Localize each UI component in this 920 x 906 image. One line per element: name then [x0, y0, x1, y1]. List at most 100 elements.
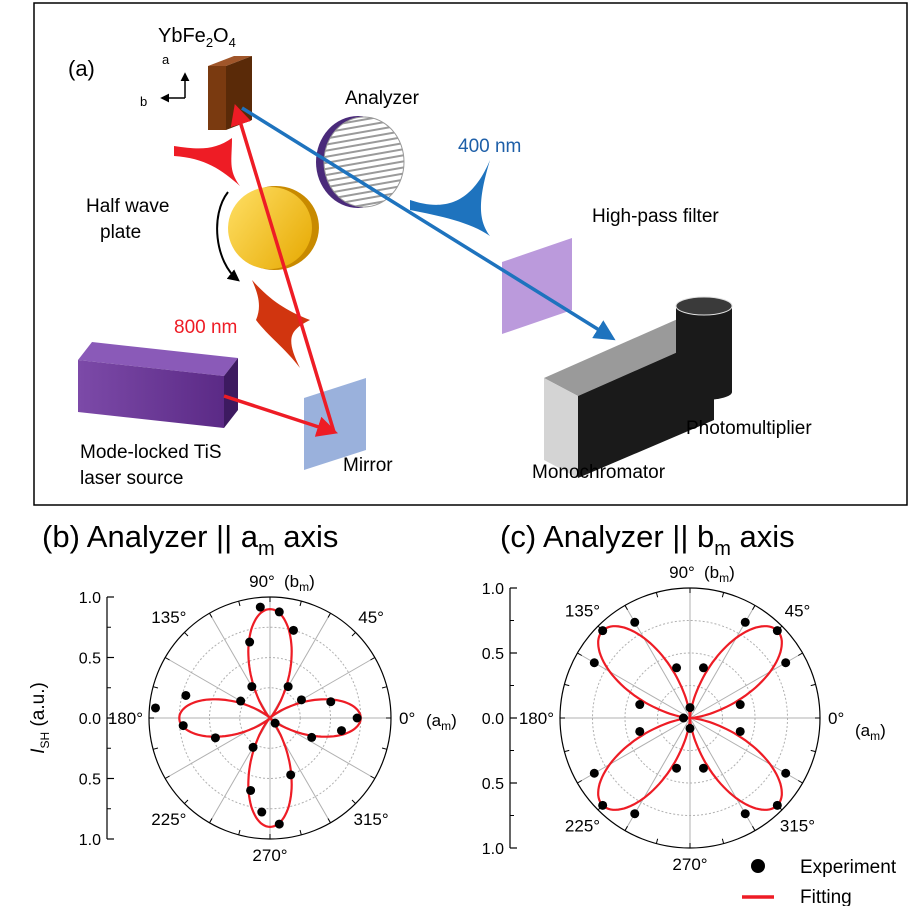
experiment-point — [630, 809, 640, 819]
outer-tick-150 — [577, 652, 582, 656]
axis-a-label: a — [162, 52, 170, 67]
angle-annot-0: (am) — [426, 711, 457, 733]
outer-tick-300 — [327, 818, 331, 824]
outer-tick-225 — [184, 799, 189, 804]
angle-label-180: 180° — [108, 709, 143, 728]
axis-b-label: b — [140, 94, 147, 109]
angle-label-90: 90° — [669, 563, 695, 582]
angle-annot-90: (bm) — [704, 563, 735, 585]
angle-annot-0: (am) — [855, 721, 886, 743]
red-pulse-lower — [252, 280, 310, 368]
half-wave-plate-label-2: plate — [100, 222, 141, 243]
radial-tick-label: 0.5 — [482, 776, 504, 793]
polar-chart-c: 0° 45° 90° 135° 180° 225° 270° 315° (am) (bm) 1.0 0… — [482, 563, 886, 874]
analyzer-polarizer — [316, 116, 405, 208]
experiment-point — [630, 617, 640, 627]
outer-tick-345 — [810, 749, 816, 753]
beam-mirror-to-crystal — [230, 103, 336, 433]
experiment-point — [772, 800, 782, 810]
outer-tick-135 — [184, 632, 189, 637]
outer-tick-60 — [327, 612, 331, 618]
laser-label-2: laser source — [80, 468, 184, 489]
beam-laser-to-mirror — [223, 394, 338, 437]
experiment-point — [772, 626, 782, 636]
outer-tick-15 — [381, 686, 388, 689]
experiment-point — [598, 626, 608, 636]
outer-tick-240 — [209, 818, 213, 824]
angle-label-135: 135° — [565, 602, 600, 621]
angle-label-0: 0° — [828, 709, 844, 728]
photomultiplier — [675, 296, 733, 400]
radial-tick-label: 0.0 — [482, 711, 504, 728]
outer-tick-330 — [798, 780, 803, 784]
outer-tick-120 — [624, 605, 628, 610]
high-pass-filter — [502, 238, 572, 334]
angle-label-315: 315° — [354, 810, 389, 829]
angle-label-315: 315° — [780, 816, 815, 835]
rotation-arrow — [216, 191, 240, 282]
radial-tick-label: 0.5 — [79, 772, 101, 789]
outer-tick-285 — [721, 838, 725, 844]
experiment-point — [336, 726, 346, 736]
experiment-point — [248, 742, 258, 752]
outer-tick-165 — [152, 686, 159, 689]
outer-tick-195 — [152, 747, 159, 750]
experiment-point — [247, 682, 257, 692]
experiment-point — [740, 617, 750, 627]
experiment-point — [352, 713, 362, 723]
experiment-point — [283, 682, 293, 692]
high-pass-filter-label: High-pass filter — [592, 206, 719, 227]
radial-tick-label: 0.0 — [79, 711, 101, 728]
angle-label-270: 270° — [672, 855, 707, 874]
experiment-point — [679, 713, 688, 723]
experiment-point — [635, 700, 645, 710]
legend: Experiment Fitting — [742, 857, 897, 906]
experiment-point — [672, 763, 682, 773]
experiment-point — [245, 637, 255, 647]
experiment-point — [307, 732, 317, 742]
experiment-point — [210, 733, 220, 743]
outer-tick-150 — [164, 657, 170, 661]
experiment-point — [181, 690, 191, 700]
monochromator-label: Monochromator — [532, 462, 666, 483]
angle-label-0: 0° — [399, 709, 415, 728]
experiment-point — [270, 718, 280, 728]
outer-tick-255 — [238, 829, 241, 836]
fit-curve — [597, 625, 783, 811]
mirror-label: Mirror — [343, 455, 393, 476]
polar-chart-b: 0° 45° 90° 135° 180° 225° 270° 315° (am) (bm) 1.0 0… — [79, 572, 457, 865]
radial-tick-label: 1.0 — [482, 841, 504, 858]
legend-experiment-label: Experiment — [800, 857, 897, 878]
experiment-point — [326, 697, 336, 707]
half-wave-plate — [228, 185, 319, 271]
crystal-axes — [160, 72, 190, 103]
outer-tick-30 — [370, 657, 376, 661]
radial-tick-label: 1.0 — [79, 590, 101, 607]
angle-label-270: 270° — [252, 846, 287, 865]
experiment-point — [286, 770, 296, 780]
radial-tick-label: 0.5 — [482, 646, 504, 663]
outer-tick-255 — [655, 838, 659, 844]
experiment-point — [635, 726, 645, 736]
outer-tick-165 — [564, 683, 570, 687]
experiment-point — [698, 663, 708, 673]
angle-label-225: 225° — [151, 810, 186, 829]
experiment-point — [296, 695, 306, 705]
experiment-point — [255, 602, 265, 612]
outer-tick-105 — [238, 600, 241, 607]
radial-tick-label: 0.5 — [79, 651, 101, 668]
experiment-point — [781, 658, 791, 668]
beam-crystal-to-monochromator — [241, 106, 616, 341]
experiment-point — [740, 809, 750, 819]
outer-tick-60 — [752, 605, 756, 610]
angle-label-45: 45° — [785, 602, 811, 621]
experiment-point — [589, 658, 599, 668]
angle-label-180: 180° — [519, 709, 554, 728]
experiment-point — [589, 768, 599, 778]
outer-tick-45 — [351, 632, 356, 637]
chart-c-title: (c) Analyzer || bm axis — [500, 519, 795, 560]
angle-label-135: 135° — [151, 608, 186, 627]
experiment-point — [274, 607, 284, 617]
experiment-point — [236, 696, 246, 706]
